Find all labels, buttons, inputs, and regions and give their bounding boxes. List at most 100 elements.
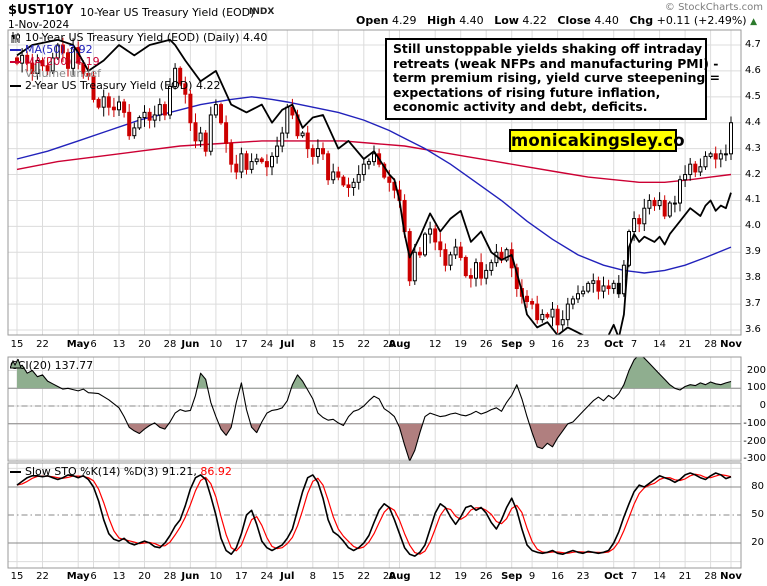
x-tick-label: 28 xyxy=(163,339,177,350)
x-tick-label: 9 xyxy=(528,571,536,582)
annotation-line: economic activity and debt, deficits. xyxy=(393,99,648,115)
x-tick-label: 26 xyxy=(479,339,493,350)
x-tick-label: Jun xyxy=(181,339,200,350)
cci-legend: CCI(20) 137.77 xyxy=(10,359,93,372)
x-tick-label: Nov xyxy=(720,339,742,350)
x-tick-label: 14 xyxy=(653,339,666,350)
high-value: 4.40 xyxy=(459,14,484,27)
annotation-line: retreats (weak NFPs and manufacturing PM… xyxy=(393,55,719,71)
annotation-note: Still unstoppable yields shaking off int… xyxy=(385,38,720,120)
x-tick-label: 21 xyxy=(678,571,692,582)
x-tick-label: Sep xyxy=(501,571,523,582)
x-tick-label: 13 xyxy=(112,571,126,582)
close-label: Close xyxy=(557,14,591,27)
y-tick-label: 3.7 xyxy=(745,298,761,310)
x-tick-label: 16 xyxy=(551,571,564,582)
x-tick-label: Aug xyxy=(388,339,411,350)
line-swatch xyxy=(10,84,21,88)
y-tick-label: -200 xyxy=(743,435,766,447)
x-tick-label: 21 xyxy=(678,339,692,350)
y-tick-label: 3.8 xyxy=(745,272,761,284)
x-tick-label: Oct xyxy=(604,571,624,582)
legend-text: MA(50) 3.92 xyxy=(25,43,93,56)
ticker-symbol: $UST10Y xyxy=(8,3,74,18)
x-tick-label: 14 xyxy=(653,571,666,582)
x-tick-label: Jun xyxy=(181,571,200,582)
y-tick-label: 4.5 xyxy=(745,90,761,102)
y-tick-label: 3.6 xyxy=(745,324,761,335)
sto-legend-d: 86.92 xyxy=(200,465,232,478)
open-value: 4.29 xyxy=(392,14,417,27)
x-tick-label: 10 xyxy=(209,339,223,350)
legend-text: 2-Year US Treasury Yield (EOD) 4.22 xyxy=(25,79,221,92)
watermark-badge: monicakingsley.co xyxy=(509,129,685,152)
x-tick-label: 12 xyxy=(428,571,442,582)
x-tick-label: 7 xyxy=(630,571,638,582)
x-tick-label: 19 xyxy=(454,571,468,582)
cci-legend-text: CCI(20) 137.77 xyxy=(10,359,94,372)
x-tick-label: 26 xyxy=(479,571,493,582)
x-tick-label: 28 xyxy=(704,571,717,582)
x-tick-label: 19 xyxy=(454,339,468,350)
x-tick-label: May xyxy=(66,339,90,350)
x-tick-label: 17 xyxy=(235,571,248,582)
x-tick-label: 20 xyxy=(138,339,151,350)
y-tick-label: 50 xyxy=(751,508,764,520)
legend-text: MA(200) 4.19 xyxy=(25,55,100,68)
y-tick-label: -100 xyxy=(743,417,766,429)
chg-value: +0.11 (+2.49%) xyxy=(656,14,747,27)
x-tick-label: 23 xyxy=(576,339,590,350)
x-tick-label: Aug xyxy=(388,571,411,582)
y-tick-label: 100 xyxy=(746,382,766,394)
x-tick-label: 10 xyxy=(209,571,223,582)
x-tick-label: 22 xyxy=(357,339,371,350)
y-tick-label: 4.4 xyxy=(745,116,761,128)
x-tick-label: 28 xyxy=(704,339,717,350)
sto-legend: Slow STO %K(14) %D(3) 91.21, 86.92 xyxy=(10,465,232,478)
x-tick-label: Jul xyxy=(280,339,295,350)
x-tick-label: Jul xyxy=(280,571,295,582)
chart-date: 1-Nov-2024 xyxy=(8,19,70,31)
x-tick-label: 22 xyxy=(36,339,49,350)
x-tick-label: 17 xyxy=(235,339,248,350)
exchange-label: INDX xyxy=(249,7,275,17)
annotation-line: expectations of rising future inflation, xyxy=(393,84,661,100)
y-tick-label: 80 xyxy=(751,481,764,492)
line-swatch xyxy=(10,470,21,474)
close-value: 4.40 xyxy=(594,14,619,27)
low-label: Low xyxy=(494,14,519,27)
open-label: Open xyxy=(355,14,389,27)
y-tick-label: 4.6 xyxy=(745,64,761,76)
x-tick-label: May xyxy=(66,571,90,582)
high-label: High xyxy=(427,14,456,27)
line-swatch xyxy=(10,60,21,64)
ohlc-quote-bar: Open 4.29 High 4.40 Low 4.22 Close 4.40 … xyxy=(349,14,757,27)
line-swatch xyxy=(10,48,21,52)
chg-up-arrow-icon: ▲ xyxy=(750,17,757,27)
x-tick-label: 6 xyxy=(90,339,97,350)
y-tick-label: -300 xyxy=(743,453,766,465)
y-tick-label: 4.1 xyxy=(745,194,761,206)
x-tick-label: 22 xyxy=(36,571,49,582)
x-tick-label: 22 xyxy=(357,571,371,582)
y-tick-label: 0 xyxy=(759,400,766,411)
y-tick-label: 3.9 xyxy=(745,246,761,258)
x-tick-label: Sep xyxy=(501,339,523,350)
x-tick-label: 8 xyxy=(309,339,316,350)
x-tick-label: 29 xyxy=(382,571,396,582)
copyright-label: © StockCharts.com xyxy=(664,2,763,13)
x-tick-label: 13 xyxy=(112,339,126,350)
annotation-line: Still unstoppable yields shaking off int… xyxy=(393,41,703,56)
x-tick-label: 16 xyxy=(551,339,564,350)
x-tick-label: 6 xyxy=(90,571,97,582)
x-tick-label: 24 xyxy=(260,571,274,582)
price-legend: 10-Year US Treasury Yield (EOD) (Daily) … xyxy=(10,32,267,92)
x-tick-label: 8 xyxy=(309,571,316,582)
legend-row: MA(50) 3.92 xyxy=(10,44,267,56)
x-tick-label: 29 xyxy=(382,339,396,350)
sto-legend-k: Slow STO %K(14) %D(3) 91.21, xyxy=(25,465,197,478)
x-tick-label: 15 xyxy=(10,571,24,582)
y-tick-label: 4.2 xyxy=(745,168,761,180)
x-tick-label: 12 xyxy=(428,339,442,350)
y-tick-label: 4.7 xyxy=(745,39,761,50)
